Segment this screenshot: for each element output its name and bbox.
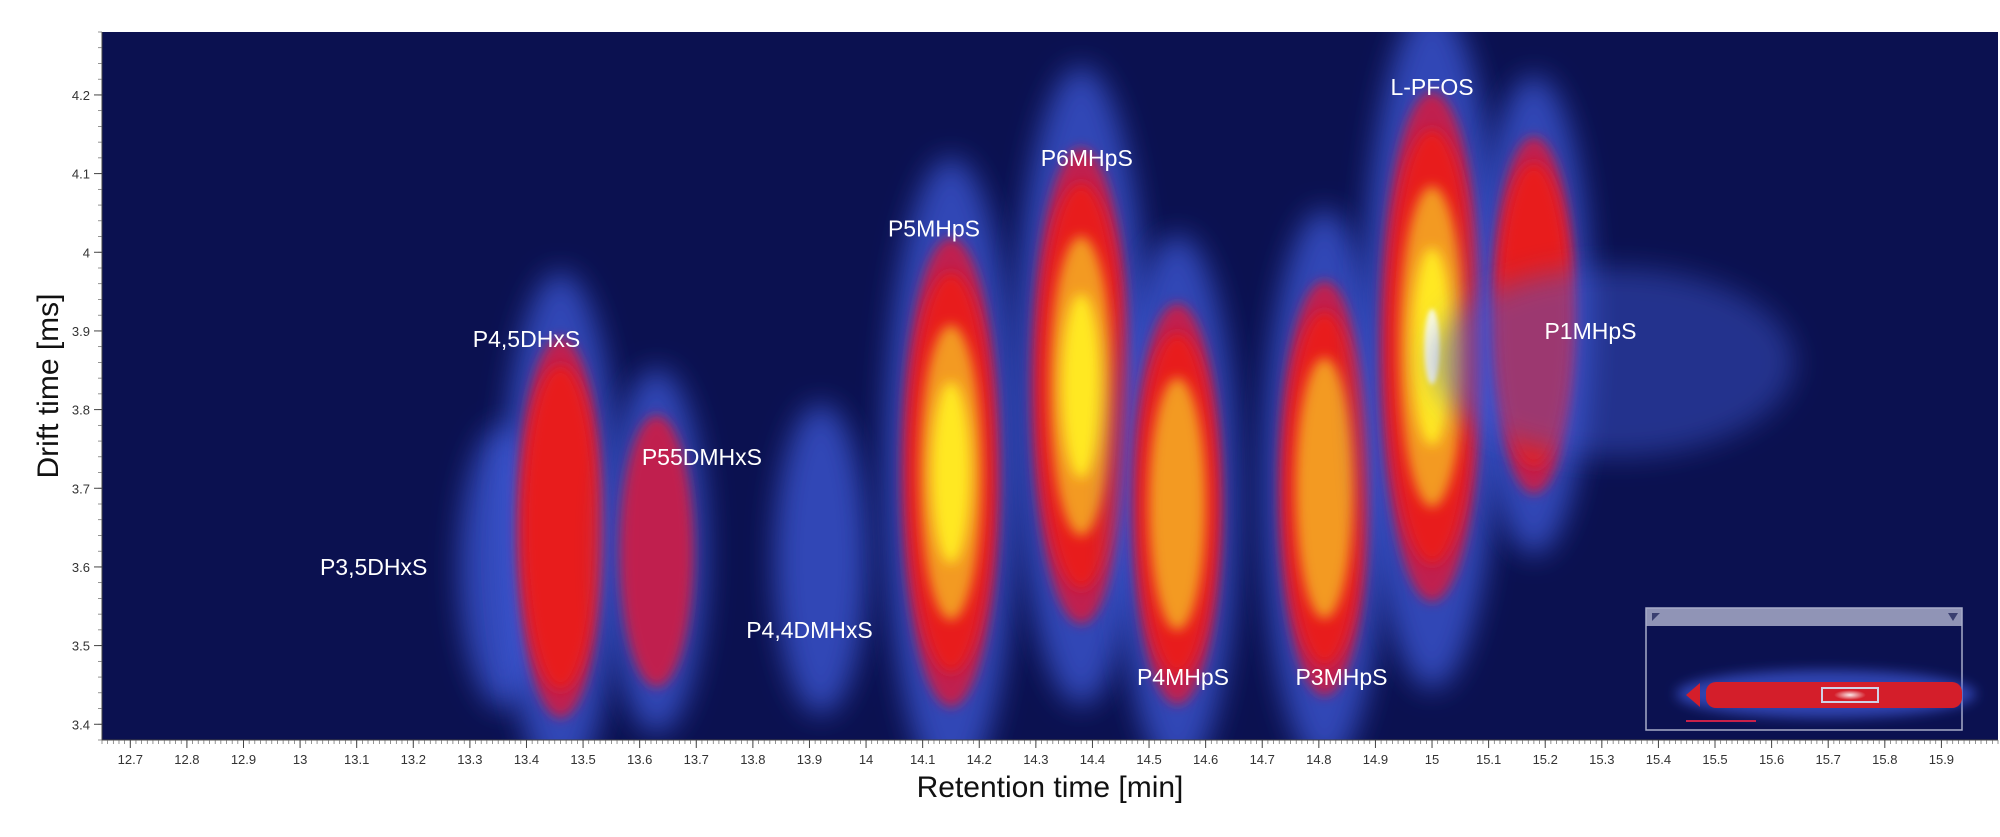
overview-left-marker-icon[interactable] (1652, 613, 1660, 621)
x-tick-label: 15.5 (1702, 752, 1727, 767)
y-tick-label: 4.2 (72, 88, 90, 103)
x-tick-label: 14.5 (1136, 752, 1161, 767)
peak-label: P4MHpS (1137, 664, 1229, 690)
x-tick-label: 15.3 (1589, 752, 1614, 767)
peak-P4,4DMHxS (774, 403, 867, 715)
x-tick-label: 14.3 (1023, 752, 1048, 767)
peak-label: P1MHpS (1544, 318, 1636, 344)
peak-label: P3,5DHxS (320, 554, 427, 580)
peak-label: P4,5DHxS (473, 326, 580, 352)
x-tick-label: 14.6 (1193, 752, 1218, 767)
overview-viewport-center (1834, 690, 1866, 700)
x-tick-label: 13.8 (740, 752, 765, 767)
y-tick-label: 3.6 (72, 560, 90, 575)
x-tick-label: 15.2 (1533, 752, 1558, 767)
x-tick-label: 15 (1425, 752, 1439, 767)
peak-label: L-PFOS (1390, 74, 1473, 100)
x-tick-label: 13.5 (570, 752, 595, 767)
peak-contour (1148, 377, 1206, 631)
peak-contour (1061, 293, 1101, 479)
x-tick-label: 14.4 (1080, 752, 1105, 767)
peak-contour (931, 381, 971, 564)
x-tick-label: 15.8 (1872, 752, 1897, 767)
x-tick-label: 14 (859, 752, 873, 767)
peak-label: P3MHpS (1295, 664, 1387, 690)
peak-P5MHpS (884, 157, 1018, 740)
y-tick-label: 4 (83, 245, 90, 260)
x-tick-label: 12.8 (174, 752, 199, 767)
peak-contour (1295, 357, 1354, 619)
x-tick-label: 15.1 (1476, 752, 1501, 767)
x-tick-label: 14.2 (967, 752, 992, 767)
x-tick-label: 15.7 (1816, 752, 1841, 767)
x-tick-label: 14.7 (1250, 752, 1275, 767)
overview-viewport-handle[interactable] (1821, 687, 1879, 703)
peak-P55DMHxS (607, 368, 707, 734)
x-tick-label: 12.9 (231, 752, 256, 767)
x-tick-label: 14.9 (1363, 752, 1388, 767)
overview-band-start (1686, 683, 1700, 707)
y-tick-label: 3.4 (72, 717, 90, 732)
peak-contour (774, 403, 867, 715)
y-tick-label: 3.9 (72, 324, 90, 339)
y-tick-label: 4.1 (72, 167, 90, 182)
peak-tail-haze (1432, 268, 1795, 457)
peak-layer (459, 32, 1795, 740)
peak-P4,5DHxS (501, 272, 620, 740)
peak-contour (523, 365, 598, 690)
overview-panel[interactable] (1645, 607, 1976, 731)
peak-label: P4,4DMHxS (746, 617, 873, 643)
peak-labels: P3,5DHxS P4,5DHxS P55DMHxS P4,4DMHxS P5MHpS P… (320, 74, 1637, 690)
x-tick-label: 13.9 (797, 752, 822, 767)
y-tick-label: 3.5 (72, 639, 90, 654)
x-tick-label: 13.2 (401, 752, 426, 767)
x-tick-label: 13.1 (344, 752, 369, 767)
peak-label: P55DMHxS (642, 444, 762, 470)
overview-scrollbar[interactable] (1646, 608, 1962, 626)
x-tick-label: 15.9 (1929, 752, 1954, 767)
peak-contour (619, 415, 694, 688)
x-tick-label: 13.7 (684, 752, 709, 767)
peak-P3MHpS (1262, 210, 1387, 740)
x-tick-label: 13.3 (457, 752, 482, 767)
y-tick-label: 3.7 (72, 481, 90, 496)
peak-label: P5MHpS (888, 216, 980, 242)
x-tick-label: 15.4 (1646, 752, 1671, 767)
peak-P6MHpS (1014, 66, 1149, 706)
x-axis-title: Retention time [min] (917, 771, 1184, 804)
x-tick-label: 13.4 (514, 752, 539, 767)
y-axis-title: Drift time [ms] (32, 294, 65, 479)
peak-label: P6MHpS (1041, 145, 1133, 171)
x-tick-label: 14.8 (1306, 752, 1331, 767)
peak-L-PFOS (1362, 32, 1502, 689)
x-tick-label: 12.7 (118, 752, 143, 767)
peak-P4MHpS (1116, 234, 1238, 740)
x-tick-label: 14.1 (910, 752, 935, 767)
x-tick-label: 13.6 (627, 752, 652, 767)
x-tick-label: 15.6 (1759, 752, 1784, 767)
x-tick-label: 13 (293, 752, 307, 767)
y-tick-label: 3.8 (72, 403, 90, 418)
axes: 12.7 12.8 12.9 13 13.1 13.2 13.3 13.4 13.5 13.6 13… (72, 31, 1999, 767)
overview-right-marker-icon[interactable] (1948, 613, 1958, 621)
